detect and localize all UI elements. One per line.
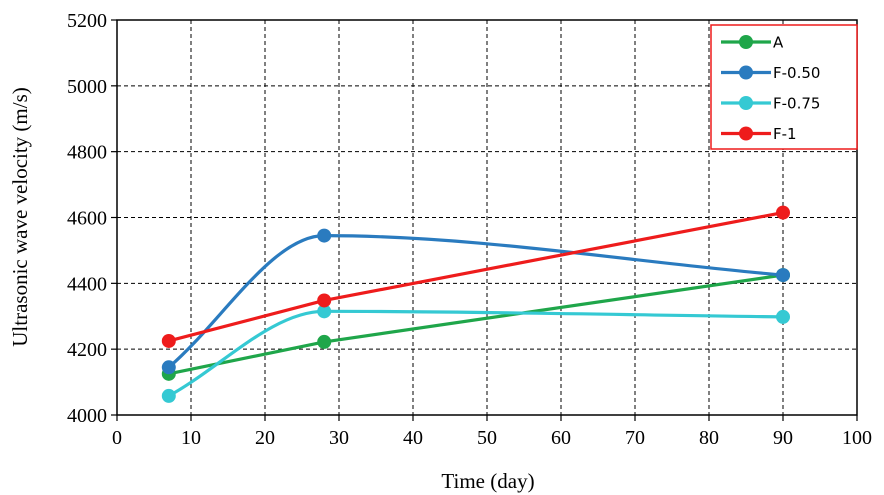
legend-swatch-marker: [739, 35, 753, 49]
x-tick-label: 80: [699, 427, 719, 449]
legend-label: F-0.50: [773, 64, 820, 82]
y-tick-label: 4400: [67, 273, 107, 295]
series-line: [167, 309, 785, 398]
legend: A F-0.50 F-0.75 F-1: [710, 24, 858, 150]
series-line: [167, 234, 785, 369]
axes: 0 10 20 30 40 50 60 70 80 90 100 4000 4200 4400 4600 48…: [67, 10, 872, 449]
data-point: [317, 293, 332, 308]
y-tick-label: 5000: [67, 76, 107, 98]
data-point: [776, 205, 790, 220]
y-tick-label: 5200: [67, 10, 107, 32]
x-tick-label: 0: [112, 427, 122, 449]
y-tick-label: 4600: [67, 208, 107, 230]
legend-label: A: [773, 34, 784, 52]
y-tick-label: 4000: [67, 405, 107, 427]
series-f-1: [161, 205, 790, 348]
data-point: [317, 228, 332, 243]
legend-swatch-marker: [739, 96, 753, 110]
data-point: [161, 360, 176, 375]
x-tick-label: 50: [477, 427, 497, 449]
legend-item: F-0.75: [721, 95, 820, 113]
y-tick-label: 4200: [67, 339, 107, 361]
x-tick-label: 40: [403, 427, 423, 449]
legend-box: [710, 24, 858, 150]
x-tick-label: 10: [181, 427, 201, 449]
series-f-0-75: [161, 304, 790, 403]
x-tick-label: 30: [329, 427, 349, 449]
data-point: [161, 388, 176, 403]
x-tick-label: 90: [773, 427, 793, 449]
legend-swatch-marker: [739, 126, 753, 141]
data-point: [161, 333, 176, 348]
legend-item: A: [721, 34, 784, 52]
data-point: [317, 304, 332, 319]
data-point: [776, 268, 790, 283]
legend-swatch-marker: [739, 65, 753, 80]
legend-label: F-0.75: [773, 95, 820, 113]
y-tick-label: 4800: [67, 142, 107, 164]
x-axis-title: Time (day): [441, 469, 534, 493]
series-f-0-50: [161, 228, 790, 375]
x-tick-label: 70: [625, 427, 645, 449]
legend-item: F-0.50: [721, 64, 820, 82]
x-tick-label: 20: [255, 427, 275, 449]
series-line: [167, 210, 785, 343]
y-axis-title: Ultrasonic wave velocity (m/s): [8, 87, 32, 347]
series-a: [161, 268, 790, 381]
legend-item: F-1: [721, 125, 797, 143]
data-point: [776, 309, 790, 324]
x-tick-label: 100: [842, 427, 872, 449]
data-point: [317, 334, 332, 349]
x-tick-label: 60: [551, 427, 571, 449]
legend-label: F-1: [773, 125, 797, 143]
series-line: [167, 273, 785, 376]
series-layer: [161, 205, 790, 403]
